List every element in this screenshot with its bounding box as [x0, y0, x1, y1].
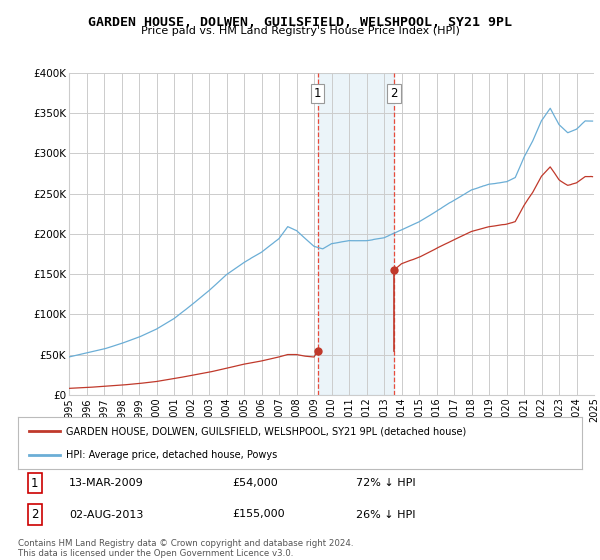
- Text: HPI: Average price, detached house, Powys: HPI: Average price, detached house, Powy…: [66, 450, 277, 460]
- Text: Contains HM Land Registry data © Crown copyright and database right 2024.
This d: Contains HM Land Registry data © Crown c…: [18, 539, 353, 558]
- Text: 1: 1: [314, 87, 321, 100]
- Bar: [317, 73, 394, 395]
- Text: Price paid vs. HM Land Registry's House Price Index (HPI): Price paid vs. HM Land Registry's House …: [140, 26, 460, 36]
- Text: 2: 2: [31, 508, 38, 521]
- Text: £155,000: £155,000: [232, 510, 285, 520]
- Text: 2: 2: [391, 87, 398, 100]
- Text: 26% ↓ HPI: 26% ↓ HPI: [356, 510, 416, 520]
- Text: 1: 1: [31, 477, 38, 490]
- Text: GARDEN HOUSE, DOLWEN, GUILSFIELD, WELSHPOOL, SY21 9PL: GARDEN HOUSE, DOLWEN, GUILSFIELD, WELSHP…: [88, 16, 512, 29]
- Text: 72% ↓ HPI: 72% ↓ HPI: [356, 478, 416, 488]
- Text: 13-MAR-2009: 13-MAR-2009: [69, 478, 143, 488]
- Text: GARDEN HOUSE, DOLWEN, GUILSFIELD, WELSHPOOL, SY21 9PL (detached house): GARDEN HOUSE, DOLWEN, GUILSFIELD, WELSHP…: [66, 426, 466, 436]
- Text: 02-AUG-2013: 02-AUG-2013: [69, 510, 143, 520]
- Text: £54,000: £54,000: [232, 478, 278, 488]
